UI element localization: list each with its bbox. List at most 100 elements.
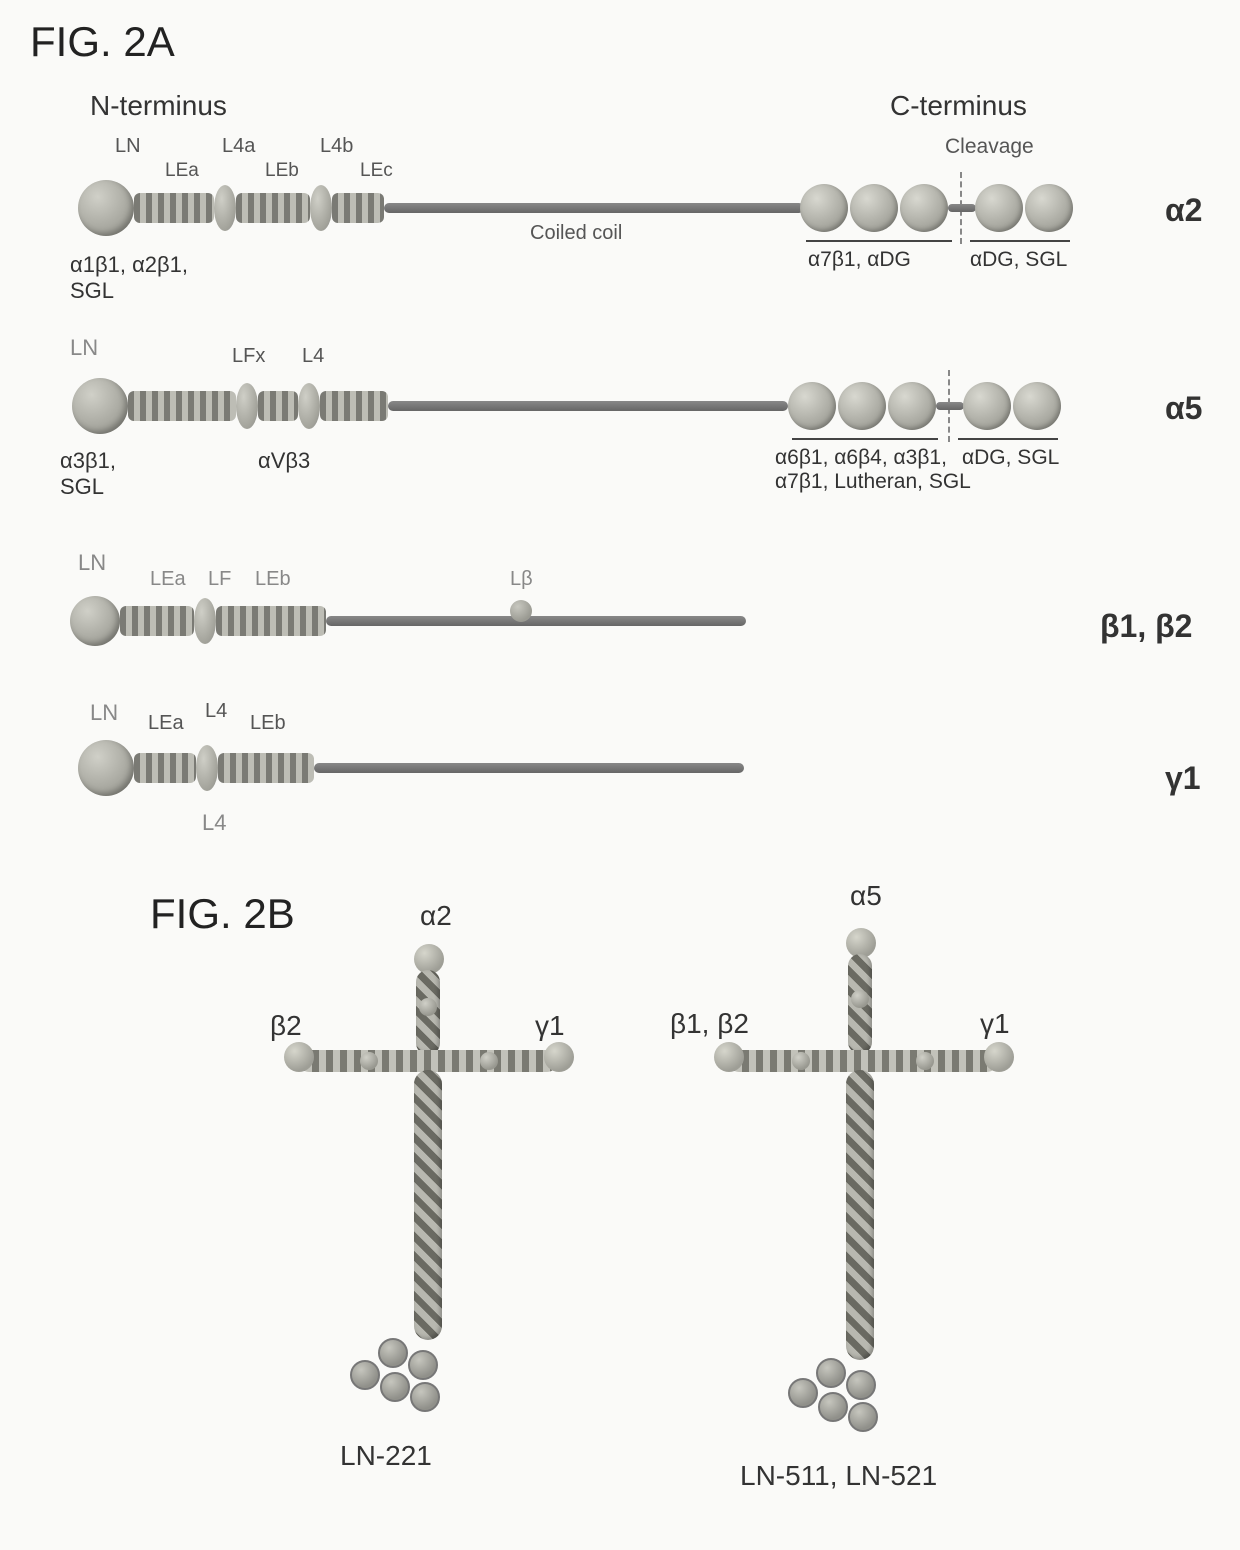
b-coil1 (120, 606, 194, 636)
a2-ln-globe (78, 180, 134, 236)
r-right-label: γ1 (980, 1008, 1010, 1040)
r-f1 (816, 1358, 846, 1388)
a2-c5 (1025, 184, 1073, 232)
a5-c-bind-left: α6β1, α6β4, α3β1, α7β1, Lutheran, SGL (775, 446, 971, 494)
b-rod (326, 616, 746, 626)
a2-lec-label: LEc (360, 160, 393, 182)
a2-ln-label: LN (115, 135, 141, 158)
r-left-label: β1, β2 (670, 1008, 749, 1040)
a5-c-bind-right: αDG, SGL (962, 446, 1059, 470)
r-right-knob (984, 1042, 1014, 1072)
a2-c3 (900, 184, 948, 232)
r-mini1 (792, 1052, 810, 1070)
a5-ln-label: LN (70, 335, 98, 361)
g-lea-label: LEa (148, 712, 184, 735)
a5-rod (388, 401, 788, 411)
a5-c5 (1013, 382, 1061, 430)
l-f4 (350, 1360, 380, 1390)
a2-coil1 (134, 193, 214, 223)
a5-mid-bind: αVβ3 (258, 448, 310, 474)
a2-oval2 (310, 185, 332, 231)
b-lf-label: LF (208, 568, 231, 591)
cross-right: α5 β1, β2 γ1 LN-511, LN-521 (700, 900, 1020, 1480)
coiled-coil-label: Coiled coil (530, 222, 622, 245)
g-name: γ1 (1165, 760, 1201, 797)
l-stem (414, 1070, 442, 1340)
fig2a-title: FIG. 2A (30, 18, 175, 66)
a5-neck (936, 402, 964, 410)
a2-coil2 (236, 193, 310, 223)
g-leb-label: LEb (250, 712, 286, 735)
r-mini2 (916, 1052, 934, 1070)
a5-ul-left (792, 438, 938, 440)
a5-coil2 (258, 391, 298, 421)
g-l4t-label: L4 (205, 700, 227, 723)
r-top-mini (851, 990, 869, 1008)
r-harm (728, 1050, 998, 1072)
cleavage-label: Cleavage (945, 135, 1034, 159)
b-lea-label: LEa (150, 568, 186, 591)
b-bead (510, 600, 532, 622)
r-bottom-label: LN-511, LN-521 (740, 1460, 937, 1492)
a2-rod (384, 203, 804, 213)
l-top-label: α2 (420, 900, 452, 932)
a2-n-bind: α1β1, α2β1, SGL (70, 252, 188, 304)
l-f1 (378, 1338, 408, 1368)
l-right-label: γ1 (535, 1010, 565, 1042)
b-lbeta-label: Lβ (510, 568, 533, 591)
fig2b-title: FIG. 2B (150, 890, 295, 938)
r-f5 (848, 1402, 878, 1432)
g-ln-globe (78, 740, 134, 796)
a2-c2 (850, 184, 898, 232)
a5-c1 (788, 382, 836, 430)
g-l4b-label: L4 (202, 810, 226, 836)
l-harm (298, 1050, 558, 1072)
a2-neck (948, 204, 976, 212)
b-ln-label: LN (78, 550, 106, 576)
l-right-knob (544, 1042, 574, 1072)
b-oval (194, 598, 216, 644)
a2-ul-right (970, 240, 1070, 242)
a5-ln-globe (72, 378, 128, 434)
a2-l4a-label: L4a (222, 135, 255, 158)
a5-coil1 (128, 391, 236, 421)
g-rod (314, 763, 744, 773)
b-leb-label: LEb (255, 568, 291, 591)
a5-name: α5 (1165, 390, 1202, 427)
b-name: β1, β2 (1100, 608, 1192, 645)
a5-lfx-label: LFx (232, 345, 265, 368)
a2-c1 (800, 184, 848, 232)
r-f2 (846, 1370, 876, 1400)
a5-coil3 (320, 391, 388, 421)
a5-c2 (838, 382, 886, 430)
a2-leb-label: LEb (265, 160, 299, 182)
r-f4 (788, 1378, 818, 1408)
a2-c4 (975, 184, 1023, 232)
a2-coil3 (332, 193, 384, 223)
l-left-label: β2 (270, 1010, 302, 1042)
a2-l4b-label: L4b (320, 135, 353, 158)
l-f5 (410, 1382, 440, 1412)
a2-c-bind-left: α7β1, αDG (808, 248, 911, 272)
r-top-label: α5 (850, 880, 882, 912)
l-f2 (408, 1350, 438, 1380)
l-top-mini (419, 998, 437, 1016)
a5-n-bind: α3β1, SGL (60, 448, 116, 500)
a2-c-bind-right: αDG, SGL (970, 248, 1067, 272)
b-ln-globe (70, 596, 120, 646)
a5-oval1 (236, 383, 258, 429)
g-oval (196, 745, 218, 791)
a2-oval1 (214, 185, 236, 231)
a2-lea-label: LEa (165, 160, 199, 182)
g-ln-label: LN (90, 700, 118, 726)
a5-l4-label: L4 (302, 345, 324, 368)
n-terminus-label: N-terminus (90, 90, 227, 122)
l-mini1 (360, 1052, 378, 1070)
a5-oval2 (298, 383, 320, 429)
b-coil2 (216, 606, 326, 636)
l-f3 (380, 1372, 410, 1402)
r-left-knob (714, 1042, 744, 1072)
l-bottom-label: LN-221 (340, 1440, 432, 1472)
a2-name: α2 (1165, 192, 1202, 229)
a5-c4 (963, 382, 1011, 430)
